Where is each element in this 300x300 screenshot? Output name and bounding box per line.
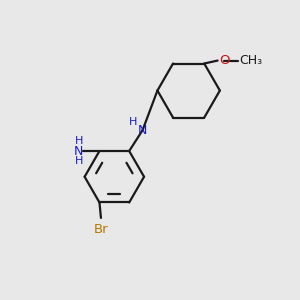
Text: H: H [74,136,83,146]
Text: H: H [74,155,83,166]
Text: Br: Br [94,223,108,236]
Text: H: H [129,117,137,127]
Text: N: N [138,124,147,137]
Text: N: N [74,145,83,158]
Text: CH₃: CH₃ [239,54,262,67]
Text: O: O [219,54,230,67]
